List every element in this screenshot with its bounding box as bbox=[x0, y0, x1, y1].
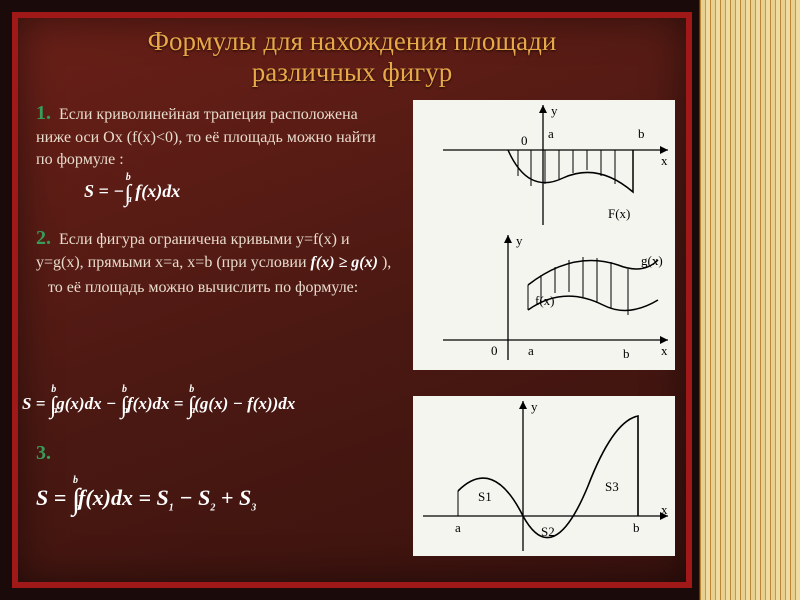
item2-text-a: Если фигура ограничена кривыми y=f(x) и … bbox=[36, 231, 350, 271]
c2-a: a bbox=[528, 343, 534, 358]
item2-num: 2. bbox=[36, 227, 51, 249]
c2-g: g(x) bbox=[641, 253, 663, 268]
item-1: 1. Если криволинейная трапеция расположе… bbox=[36, 100, 396, 170]
c1-a: a bbox=[548, 126, 554, 141]
c2-b: b bbox=[623, 346, 630, 361]
c2-zero: 0 bbox=[491, 343, 498, 358]
c1-x: x bbox=[661, 153, 668, 168]
formula-2: S = ∫abg(x)dx − ∫abf(x)dx = ∫ab(g(x) − f… bbox=[22, 390, 462, 422]
formula-1: S = −∫ab f(x)dx bbox=[84, 178, 396, 210]
c3-S3: S3 bbox=[605, 479, 619, 494]
c1-zero: 0 bbox=[521, 133, 528, 148]
c1-b: b bbox=[638, 126, 645, 141]
c3-x: x bbox=[661, 502, 668, 517]
title-line2: различных фигур bbox=[252, 57, 453, 87]
c3-b: b bbox=[633, 520, 640, 535]
c2-x: x bbox=[661, 343, 668, 358]
title-line1: Формулы для нахождения площади bbox=[148, 26, 557, 56]
c3-S2: S2 bbox=[541, 524, 555, 539]
chart-3: y x a b S1 S2 S3 bbox=[413, 396, 675, 556]
item2-cond: f(x) ≥ g(x) bbox=[311, 254, 382, 271]
formula-3: S = ∫abf(x)dx = S1 − S2 + S3 bbox=[36, 480, 256, 521]
item1-num: 1. bbox=[36, 102, 51, 124]
item2-text-c: то её площадь можно вычислить по формуле… bbox=[48, 277, 396, 299]
c2-f: f(x) bbox=[535, 293, 555, 308]
c2-y: y bbox=[516, 233, 523, 248]
item3-num: 3. bbox=[36, 442, 51, 464]
c3-y: y bbox=[531, 399, 538, 414]
item1-text: Если криволинейная трапеция расположена … bbox=[36, 106, 376, 168]
item2-text-b: ), bbox=[382, 254, 391, 271]
c1-y: y bbox=[551, 103, 558, 118]
c3-S1: S1 bbox=[478, 489, 492, 504]
chart-2: y x 0 a b f(x) g(x) bbox=[413, 230, 675, 370]
c1-F: F(x) bbox=[608, 206, 630, 221]
chart-1: y x 0 a b F(x) bbox=[413, 100, 675, 230]
c3-a: a bbox=[455, 520, 461, 535]
item-2: 2. Если фигура ограничена кривыми y=f(x)… bbox=[36, 225, 396, 299]
